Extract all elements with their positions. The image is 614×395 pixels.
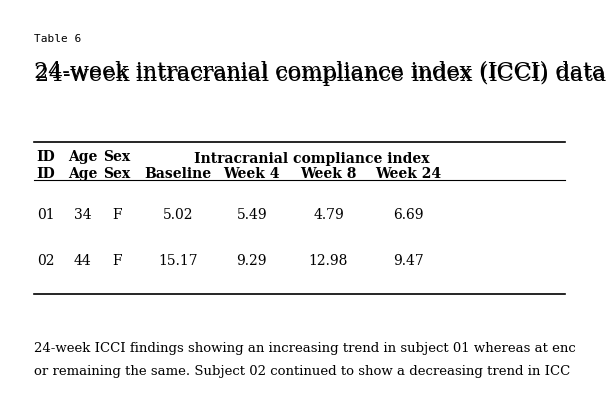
- Text: Sex: Sex: [103, 167, 130, 181]
- Text: Week 4: Week 4: [223, 167, 280, 181]
- Text: 24-week intracranial compliance index (ICCI) data (: 24-week intracranial compliance index (I…: [34, 61, 614, 83]
- Text: 9.29: 9.29: [236, 254, 267, 268]
- Text: Baseline: Baseline: [144, 167, 212, 181]
- Text: Table 6: Table 6: [34, 34, 81, 43]
- Text: 44: 44: [74, 254, 91, 268]
- Text: 4.79: 4.79: [313, 208, 344, 222]
- Text: F: F: [112, 208, 122, 222]
- Text: 24-week ICCI findings showing an increasing trend in subject 01 whereas at enc: 24-week ICCI findings showing an increas…: [34, 342, 575, 355]
- Text: Age: Age: [68, 167, 98, 181]
- Text: F: F: [112, 254, 122, 268]
- Text: or remaining the same. Subject 02 continued to show a decreasing trend in ICC: or remaining the same. Subject 02 contin…: [34, 365, 570, 378]
- Text: Week 8: Week 8: [300, 167, 357, 181]
- Text: 6.69: 6.69: [393, 208, 424, 222]
- Text: 02: 02: [37, 254, 55, 268]
- Text: 24-week intracranial compliance index (ICCI) data ($\it{n}$ = 2).: 24-week intracranial compliance index (I…: [34, 61, 614, 88]
- Text: 12.98: 12.98: [309, 254, 348, 268]
- Text: ID: ID: [37, 167, 55, 181]
- Text: 34: 34: [74, 208, 91, 222]
- Text: 15.17: 15.17: [158, 254, 198, 268]
- Text: 9.47: 9.47: [393, 254, 424, 268]
- Text: 01: 01: [37, 208, 55, 222]
- Text: 5.49: 5.49: [236, 208, 267, 222]
- Text: ID: ID: [37, 150, 55, 164]
- Text: 5.02: 5.02: [163, 208, 193, 222]
- Text: Age: Age: [68, 150, 98, 164]
- Text: Week 24: Week 24: [375, 167, 441, 181]
- Text: Intracranial compliance index: Intracranial compliance index: [194, 152, 429, 166]
- Text: Sex: Sex: [103, 150, 130, 164]
